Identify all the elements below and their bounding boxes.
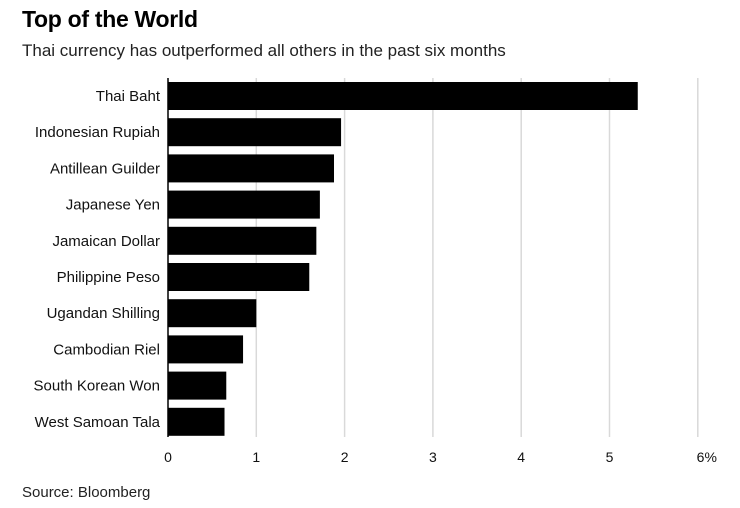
category-label: Antillean Guilder <box>50 160 160 177</box>
gridlines <box>167 78 699 437</box>
category-label: Indonesian Rupiah <box>35 124 160 141</box>
category-label: South Korean Won <box>34 378 160 395</box>
chart-subtitle: Thai currency has outperformed all other… <box>22 41 506 60</box>
category-labels: Thai Baht Indonesian Rupiah Antillean Guil… <box>34 88 161 431</box>
source-note: Source: Bloomberg <box>22 484 151 501</box>
bars <box>168 82 638 436</box>
x-tick-label: 3 <box>429 449 437 465</box>
bar-chart: Thai Baht Indonesian Rupiah Antillean Guil… <box>34 78 717 465</box>
chart-title: Top of the World <box>22 6 198 32</box>
bar <box>168 154 335 183</box>
x-tick-label: 2 <box>341 449 349 465</box>
bar <box>168 263 310 291</box>
bar <box>168 371 227 400</box>
category-label: Japanese Yen <box>66 197 160 214</box>
x-tick-label: 6% <box>697 449 717 465</box>
x-tick-labels: 0 1 2 3 4 5 6% <box>164 449 717 465</box>
x-tick-label: 1 <box>252 449 260 465</box>
bar <box>168 226 317 255</box>
x-tick-label: 0 <box>164 449 172 465</box>
bar <box>168 190 320 219</box>
x-tick-label: 4 <box>517 449 525 465</box>
category-label: Cambodian Riel <box>53 341 160 358</box>
bar <box>168 407 225 436</box>
category-label: Jamaican Dollar <box>52 233 160 250</box>
bar <box>168 299 257 328</box>
bar <box>168 118 342 147</box>
bar <box>168 82 638 110</box>
category-label: West Samoan Tala <box>35 414 161 431</box>
x-tick-label: 5 <box>606 449 614 465</box>
category-label: Philippine Peso <box>57 269 160 286</box>
category-label: Thai Baht <box>96 88 161 105</box>
bar <box>168 335 244 364</box>
category-label: Ugandan Shilling <box>47 305 160 322</box>
